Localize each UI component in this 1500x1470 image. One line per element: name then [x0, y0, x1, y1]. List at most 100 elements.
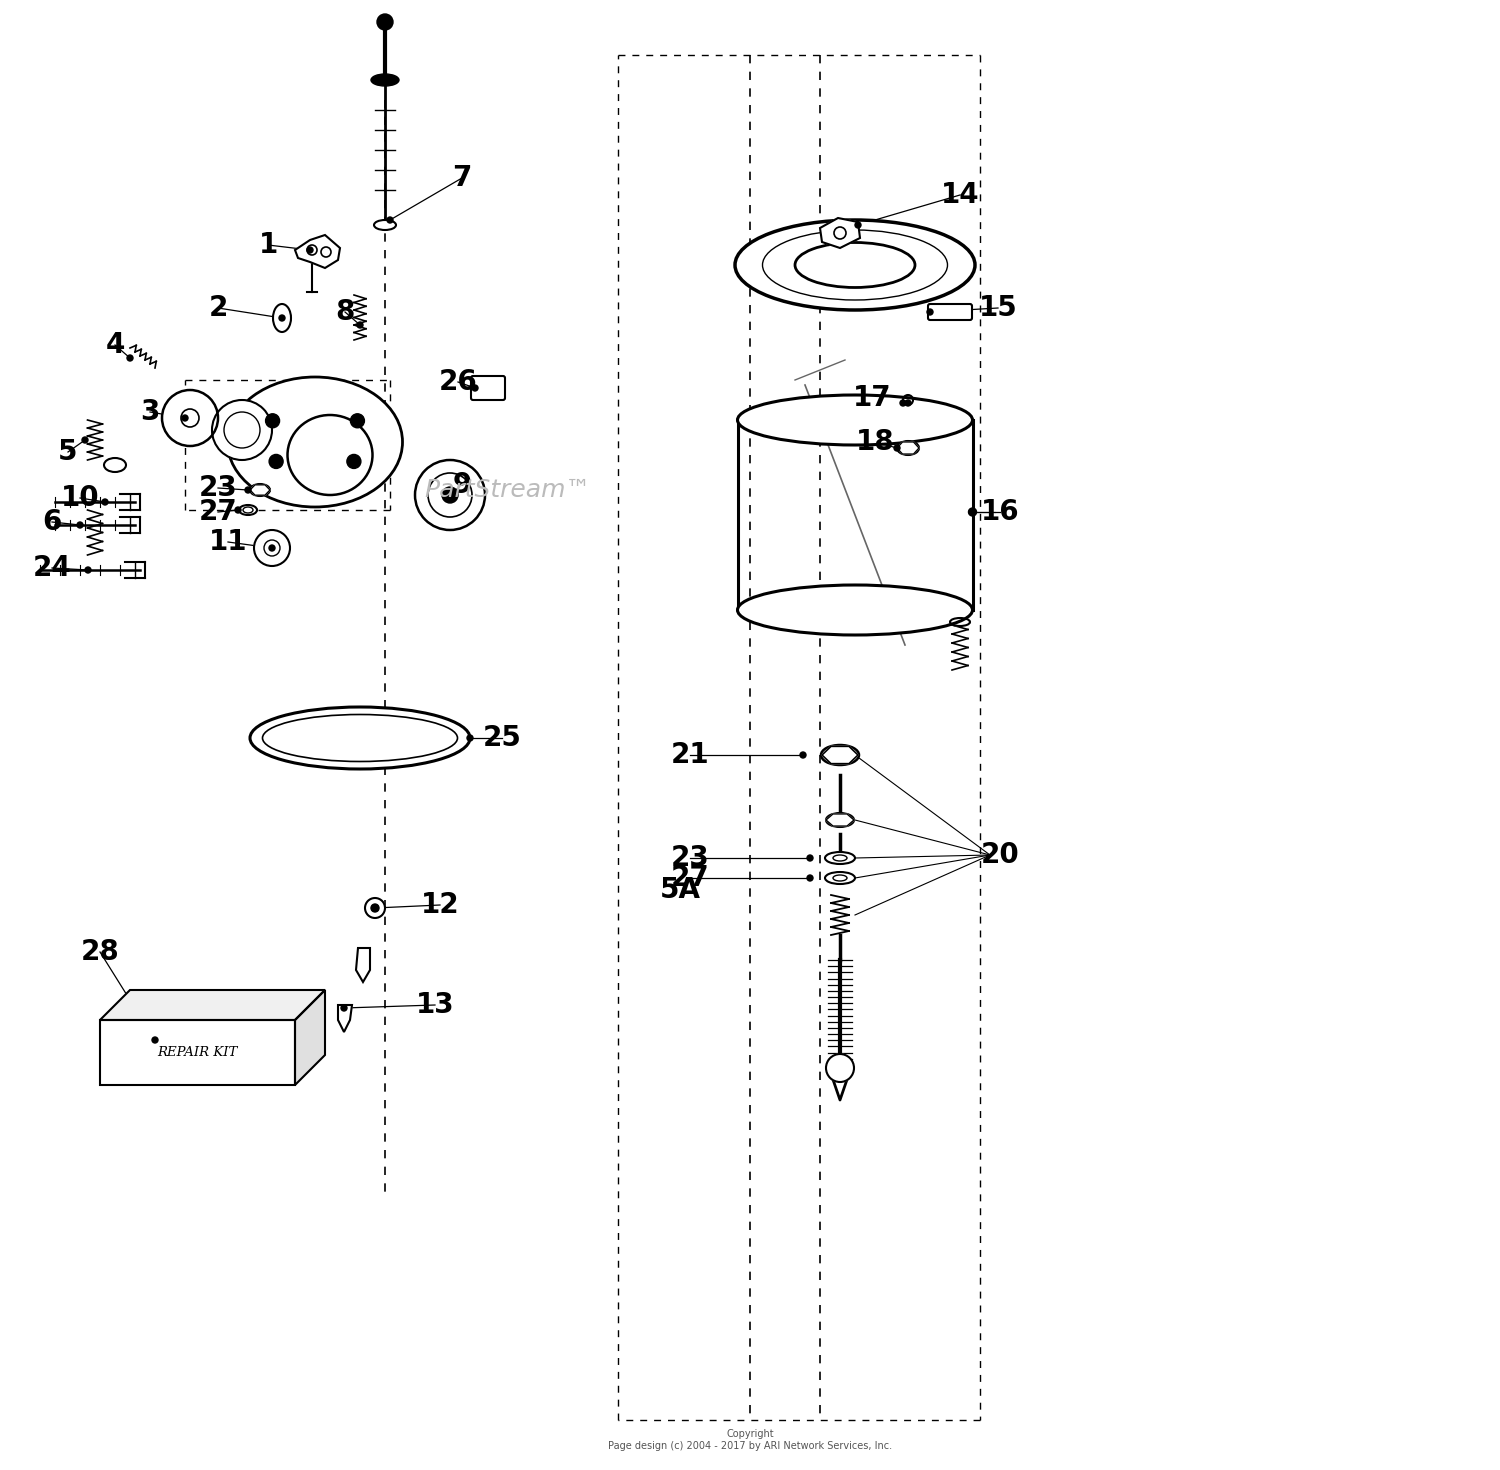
FancyBboxPatch shape — [928, 304, 972, 320]
Text: 24: 24 — [33, 554, 72, 582]
Text: 23: 23 — [670, 844, 710, 872]
Circle shape — [900, 400, 906, 406]
Circle shape — [372, 906, 378, 911]
Text: 10: 10 — [60, 484, 99, 512]
Text: 14: 14 — [940, 181, 980, 209]
Ellipse shape — [795, 243, 915, 288]
Circle shape — [351, 413, 364, 428]
Circle shape — [76, 522, 82, 528]
Circle shape — [927, 309, 933, 315]
Circle shape — [308, 247, 314, 253]
Circle shape — [827, 1054, 854, 1082]
Circle shape — [416, 460, 484, 531]
Text: 17: 17 — [852, 384, 891, 412]
Text: 27: 27 — [198, 498, 237, 526]
Ellipse shape — [228, 376, 402, 507]
Ellipse shape — [370, 74, 399, 87]
Circle shape — [370, 904, 380, 911]
Text: 21: 21 — [670, 741, 710, 769]
Polygon shape — [821, 218, 860, 248]
Ellipse shape — [825, 853, 855, 864]
Circle shape — [266, 413, 279, 428]
Text: PartStream™: PartStream™ — [424, 478, 591, 501]
Circle shape — [427, 473, 472, 517]
Circle shape — [969, 509, 975, 514]
Text: 9: 9 — [453, 470, 471, 498]
Polygon shape — [100, 1020, 296, 1085]
Circle shape — [903, 395, 914, 406]
Circle shape — [268, 454, 284, 469]
Circle shape — [152, 1036, 157, 1044]
Circle shape — [182, 415, 188, 420]
Text: 1: 1 — [258, 231, 278, 259]
Circle shape — [224, 412, 260, 448]
Text: 2: 2 — [209, 294, 228, 322]
Text: 4: 4 — [105, 331, 125, 359]
FancyBboxPatch shape — [471, 376, 506, 400]
Circle shape — [357, 322, 363, 328]
Circle shape — [472, 385, 478, 391]
Text: 15: 15 — [978, 294, 1017, 322]
Text: 5: 5 — [58, 438, 78, 466]
Ellipse shape — [762, 229, 948, 300]
Ellipse shape — [833, 875, 848, 881]
Circle shape — [279, 315, 285, 320]
Circle shape — [86, 567, 92, 573]
Text: 11: 11 — [209, 528, 248, 556]
Text: 6: 6 — [42, 509, 62, 537]
Circle shape — [376, 15, 393, 29]
Ellipse shape — [738, 395, 972, 445]
Ellipse shape — [251, 484, 270, 495]
Ellipse shape — [735, 220, 975, 310]
Polygon shape — [296, 235, 340, 268]
Ellipse shape — [825, 872, 855, 883]
Ellipse shape — [273, 304, 291, 332]
Circle shape — [447, 492, 453, 498]
Polygon shape — [827, 814, 854, 826]
Circle shape — [128, 354, 134, 362]
Circle shape — [800, 753, 806, 759]
Ellipse shape — [288, 415, 372, 495]
Circle shape — [244, 487, 250, 492]
Text: 7: 7 — [453, 165, 471, 193]
Text: 13: 13 — [416, 991, 454, 1019]
Polygon shape — [356, 948, 370, 982]
Ellipse shape — [738, 585, 972, 635]
Ellipse shape — [238, 506, 256, 514]
Circle shape — [82, 437, 88, 442]
Polygon shape — [897, 442, 920, 454]
Ellipse shape — [251, 707, 470, 769]
Circle shape — [807, 856, 813, 861]
Circle shape — [894, 445, 900, 451]
Circle shape — [807, 875, 813, 881]
Polygon shape — [822, 747, 858, 763]
Text: 18: 18 — [855, 428, 894, 456]
Circle shape — [364, 898, 386, 917]
Circle shape — [346, 454, 362, 469]
Circle shape — [162, 390, 218, 445]
Text: 8: 8 — [336, 298, 354, 326]
Ellipse shape — [104, 459, 126, 472]
Circle shape — [387, 218, 393, 223]
Text: 28: 28 — [81, 938, 120, 966]
Circle shape — [340, 1005, 346, 1011]
Polygon shape — [251, 485, 270, 495]
Polygon shape — [338, 1005, 352, 1032]
Text: 16: 16 — [981, 498, 1020, 526]
Text: Copyright
Page design (c) 2004 - 2017 by ARI Network Services, Inc.: Copyright Page design (c) 2004 - 2017 by… — [608, 1429, 892, 1451]
Circle shape — [904, 400, 910, 406]
Ellipse shape — [827, 813, 854, 828]
Text: 20: 20 — [981, 841, 1020, 869]
Ellipse shape — [833, 856, 848, 861]
Circle shape — [855, 222, 861, 228]
Circle shape — [102, 498, 108, 506]
Ellipse shape — [262, 714, 458, 761]
Text: 5A: 5A — [660, 876, 700, 904]
Circle shape — [969, 509, 976, 516]
Text: 26: 26 — [438, 368, 477, 395]
Circle shape — [268, 545, 274, 551]
Ellipse shape — [950, 617, 970, 626]
Text: 3: 3 — [141, 398, 159, 426]
Text: 23: 23 — [198, 473, 237, 501]
Ellipse shape — [821, 745, 860, 764]
